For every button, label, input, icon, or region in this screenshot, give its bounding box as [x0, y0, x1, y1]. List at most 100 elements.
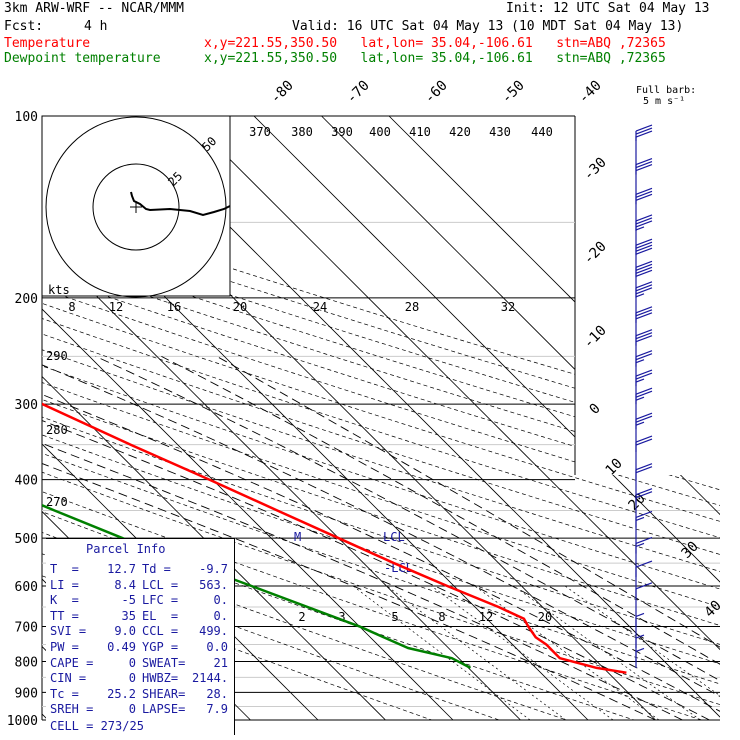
- legend-temperature-info: x,y=221.55,350.50 lat,lon= 35.04,-106.61…: [204, 36, 666, 51]
- dry-adiabat: [42, 116, 720, 720]
- hodo-speed-label: 24: [313, 300, 327, 314]
- parcel-value: 0: [128, 702, 136, 717]
- parcel-value: -9.7: [199, 562, 228, 576]
- wind-barb-flag: [635, 244, 653, 252]
- wind-barb-flag: [635, 350, 653, 358]
- theta-label: 370: [249, 125, 271, 139]
- wind-barb-flag: [635, 491, 653, 499]
- hodo-speed-label: 20: [233, 300, 247, 314]
- dry-adiabat: [42, 116, 720, 720]
- moist-adiabat: [42, 355, 720, 720]
- wind-barb-flag: [635, 438, 653, 446]
- mixing-ratio-line: [474, 585, 660, 720]
- legend-dewpoint-info: x,y=221.55,350.50 lat,lon= 35.04,-106.61…: [204, 51, 666, 66]
- parcel-row: K = -5 LFC = 0.: [50, 593, 228, 607]
- moist-adiabat: [42, 355, 683, 720]
- parcel-row: T = 12.7 Td = -9.7: [50, 562, 228, 576]
- wind-barb-half: [635, 421, 645, 426]
- wind-barb-flag: [635, 247, 653, 255]
- wind-barb-flag: [635, 335, 653, 343]
- wind-barb-flag: [635, 435, 653, 443]
- parcel-key: SWEAT=: [142, 655, 186, 670]
- parcel-key: LCL =: [142, 577, 179, 592]
- parcel-value: 35: [121, 608, 136, 623]
- mixing-ratio-label: 20: [538, 610, 552, 624]
- mixing-ratio-line: [352, 585, 531, 720]
- wind-barb-half: [635, 359, 645, 364]
- parcel-key: T =: [50, 562, 79, 576]
- isotherm-label: -20: [581, 239, 610, 268]
- isotherm-label: -40: [576, 78, 605, 107]
- parcel-key: CIN =: [50, 671, 87, 686]
- wind-barb-flag: [635, 127, 653, 135]
- parcel-row: PW = 0.49 YGP = 0.0: [50, 640, 228, 654]
- isotherm-label: -70: [344, 78, 373, 107]
- wind-barb-flag: [635, 488, 653, 496]
- isotherm-label: -30: [581, 155, 610, 184]
- pressure-tick-label: 600: [15, 580, 38, 595]
- hodo-speed-label: 8: [68, 300, 75, 314]
- forecast-label: Fcst:: [4, 19, 44, 34]
- dry-adiabat: [42, 116, 720, 720]
- parcel-key: CCL =: [142, 624, 179, 639]
- wind-barb-flag: [635, 190, 653, 198]
- wind-barb-flag: [635, 160, 653, 169]
- pressure-tick-label: 400: [15, 474, 38, 489]
- wind-barb-half: [635, 396, 645, 401]
- parcel-key: HWBZ=: [142, 671, 179, 686]
- parcel-value: 0.0: [206, 640, 228, 654]
- wind-barb-flag: [635, 269, 653, 277]
- dry-adiabat: [42, 116, 432, 720]
- temperature-profile: [42, 116, 627, 674]
- parcel-row: TT = 35 EL = 0.: [50, 609, 228, 623]
- pressure-tick-label: 200: [15, 292, 38, 307]
- dry-adiabat: [42, 116, 720, 720]
- dry-adiabat: [42, 116, 720, 720]
- dry-adiabat: [42, 116, 720, 720]
- wind-barb-flag: [635, 217, 653, 225]
- parcel-value: -5: [121, 593, 136, 608]
- moist-adiabat: [42, 355, 710, 720]
- dry-adiabat: [42, 116, 567, 720]
- theta-side-label: 280: [46, 423, 68, 437]
- legend-dewpoint-label: Dewpoint temperature: [4, 51, 161, 66]
- parcel-value: 563.: [199, 577, 228, 592]
- isotherm: [253, 116, 720, 720]
- hodo-speed-label: 16: [167, 300, 181, 314]
- parcel-value: 2144.: [192, 671, 229, 686]
- dry-adiabat: [42, 116, 500, 720]
- moist-adiabat: [216, 356, 720, 720]
- wind-barb-flag: [635, 281, 653, 289]
- wind-barb-flag: [635, 306, 653, 314]
- parcel-value: 28.: [206, 686, 228, 701]
- parcel-row: CAPE = 0 SWEAT= 21: [50, 656, 228, 670]
- parcel-key: Tc =: [50, 686, 79, 701]
- wind-barb-flag: [635, 510, 653, 519]
- isotherm-label: -60: [422, 78, 451, 107]
- parcel-row: LI = 8.4 LCL = 563.: [50, 578, 228, 592]
- wind-barb-flag: [635, 463, 653, 471]
- parcel-key: SREH =: [50, 702, 94, 717]
- init-time: Init: 12 UTC Sat 04 May 13: [506, 1, 710, 16]
- pressure-tick-label: 500: [15, 532, 38, 547]
- parcel-key: LFC =: [142, 593, 179, 608]
- isotherm: [42, 116, 386, 720]
- annotation-label: -LCL: [384, 561, 413, 575]
- dry-adiabat: [42, 116, 720, 720]
- parcel-value: 0.49: [107, 640, 136, 654]
- valid-time: Valid: 16 UTC Sat 04 May 13 (10 MDT Sat …: [292, 19, 684, 34]
- parcel-row: Tc = 25.2 SHEAR= 28.: [50, 687, 228, 701]
- parcel-key: TT =: [50, 608, 79, 623]
- pressure-tick-label: 300: [15, 398, 38, 413]
- isotherm: [42, 116, 454, 720]
- isotherm-label: 30: [679, 539, 702, 562]
- model-title: 3km ARW-WRF -- NCAR/MMM: [4, 1, 185, 16]
- wind-barb-flag: [635, 560, 653, 568]
- wind-barb-flag: [635, 287, 653, 295]
- parcel-key: LAPSE=: [142, 702, 186, 717]
- isotherm-label: 0: [587, 401, 604, 418]
- annotation-label: LCL: [383, 530, 405, 544]
- wind-barb-flag: [635, 124, 653, 132]
- parcel-key: PW =: [50, 640, 79, 654]
- theta-side-label: 290: [46, 349, 68, 363]
